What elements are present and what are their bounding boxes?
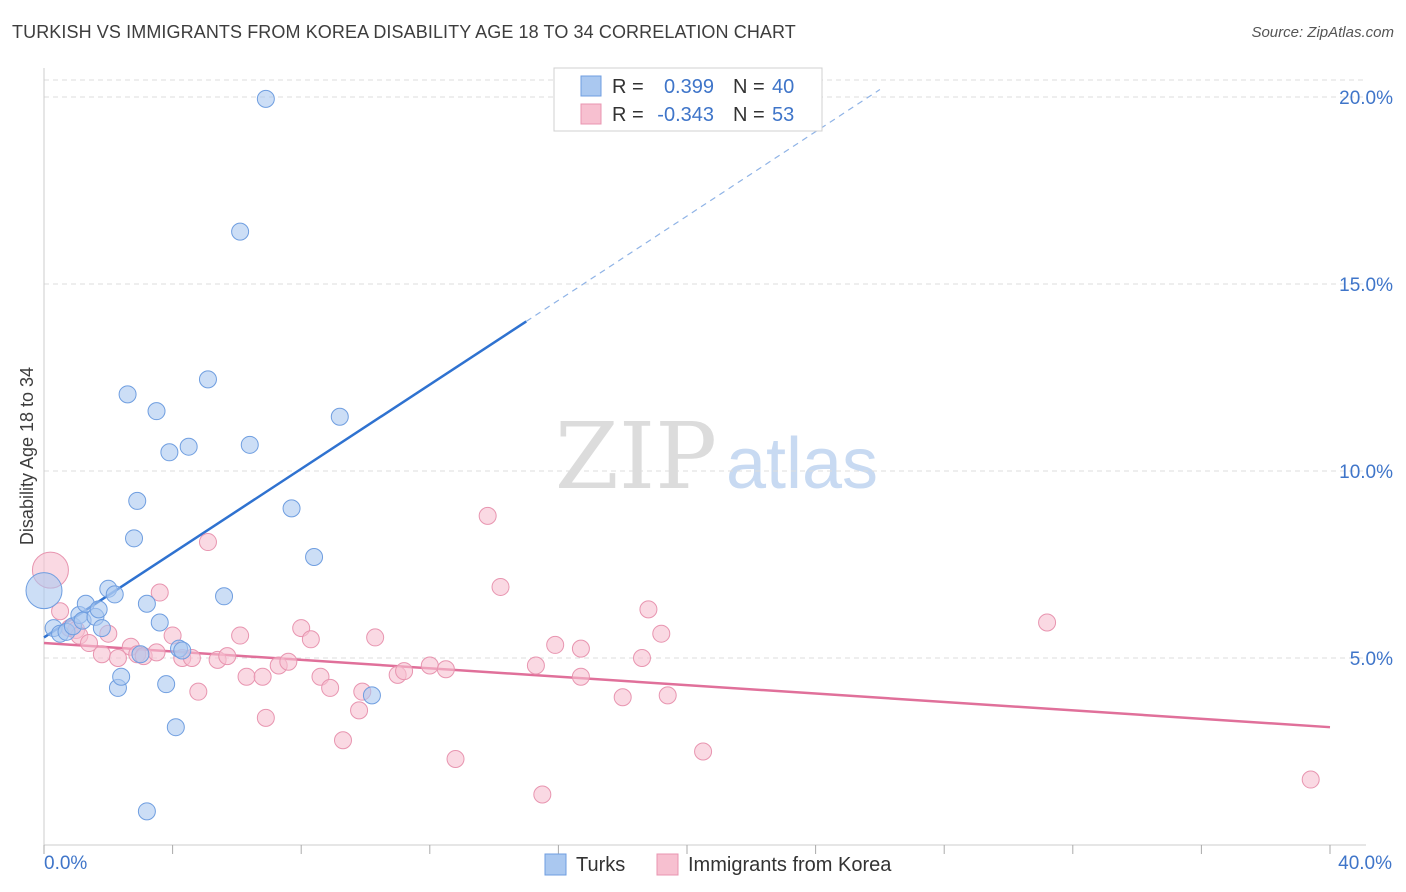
- korea-point: [350, 701, 369, 720]
- series-legend: Turks Immigrants from Korea: [544, 853, 892, 876]
- korea-point: [198, 533, 217, 552]
- turks-point: [157, 675, 176, 694]
- turks-point: [25, 572, 63, 610]
- korea-points: [31, 506, 1320, 804]
- turks-point: [330, 407, 349, 426]
- turks-point: [173, 641, 192, 660]
- gridlines: [44, 79, 1366, 659]
- korea-point: [571, 667, 590, 686]
- turks-point: [231, 222, 250, 241]
- turks-point: [137, 594, 156, 613]
- trendline-korea: [43, 641, 1331, 729]
- turks-point: [89, 600, 108, 619]
- korea-point: [253, 667, 272, 686]
- source-credit: Source: ZipAtlas.com: [1251, 24, 1394, 41]
- bottom-legend-swatch-turks: [544, 853, 567, 876]
- korea-point: [366, 628, 385, 647]
- turks-point: [166, 718, 185, 737]
- x-tick-label-max: 40.0%: [1338, 853, 1392, 874]
- korea-point: [218, 647, 237, 666]
- turks-point: [198, 370, 217, 389]
- turks-point: [128, 491, 147, 510]
- legend-swatch-turks: [580, 75, 602, 97]
- chart-title: TURKISH VS IMMIGRANTS FROM KOREA DISABIL…: [12, 22, 796, 42]
- korea-point: [478, 506, 497, 525]
- korea-point: [279, 652, 298, 671]
- turks-point: [240, 435, 259, 454]
- y-tick-label-20: 20.0%: [1339, 88, 1393, 109]
- korea-point: [694, 742, 713, 761]
- korea-point: [613, 688, 632, 707]
- korea-point: [189, 682, 208, 701]
- korea-point: [658, 686, 677, 705]
- korea-point: [237, 667, 256, 686]
- correlation-legend: R = 0.399 N = 40 R = -0.343 N = 53: [553, 67, 823, 132]
- turks-points: [25, 89, 381, 821]
- korea-point: [533, 785, 552, 804]
- legend-n-value-turks: 40: [772, 76, 794, 98]
- watermark-atlas: atlas: [726, 424, 878, 504]
- korea-point: [491, 577, 510, 596]
- trendline-turks: [43, 320, 527, 639]
- legend-r-value-korea: -0.343: [657, 104, 714, 126]
- turks-point: [362, 686, 381, 705]
- y-axis-label: Disability Age 18 to 34: [17, 367, 37, 545]
- korea-point: [632, 649, 651, 667]
- korea-point: [639, 600, 658, 619]
- legend-r-label-turks: R =: [612, 76, 644, 98]
- legend-n-value-korea: 53: [772, 104, 794, 126]
- turks-point: [305, 548, 324, 567]
- korea-point: [51, 602, 70, 621]
- korea-point: [301, 630, 320, 649]
- korea-point: [652, 624, 671, 643]
- korea-point: [256, 708, 275, 727]
- korea-point: [571, 639, 590, 658]
- bottom-legend-label-turks: Turks: [576, 854, 625, 876]
- turks-point: [215, 587, 234, 606]
- korea-point: [80, 634, 99, 653]
- korea-point: [333, 731, 352, 750]
- turks-point: [147, 402, 166, 421]
- korea-point: [147, 643, 166, 662]
- bottom-legend-label-korea: Immigrants from Korea: [688, 854, 892, 876]
- watermark-zip: ZIP: [555, 403, 717, 510]
- bottom-legend-swatch-korea: [656, 853, 679, 876]
- korea-point: [150, 583, 169, 602]
- legend-n-label-turks: N =: [733, 76, 765, 98]
- turks-point: [256, 89, 275, 108]
- y-tick-label-5: 5.0%: [1350, 649, 1393, 670]
- turks-point: [150, 613, 169, 632]
- axes: [43, 68, 1366, 854]
- korea-point: [92, 645, 111, 664]
- y-tick-label-10: 10.0%: [1339, 462, 1393, 483]
- korea-point: [446, 749, 465, 768]
- turks-point: [137, 802, 156, 821]
- turks-point: [179, 437, 198, 456]
- legend-n-label-korea: N =: [733, 104, 765, 126]
- korea-point: [321, 678, 340, 697]
- korea-point: [436, 660, 455, 679]
- korea-point: [231, 626, 250, 645]
- korea-point: [420, 656, 439, 675]
- korea-point: [108, 649, 127, 667]
- x-tick-label-min: 0.0%: [44, 853, 87, 874]
- turks-point: [92, 619, 111, 638]
- legend-r-label-korea: R =: [612, 104, 644, 126]
- korea-point: [1301, 770, 1320, 789]
- turks-point: [125, 529, 144, 548]
- turks-point: [282, 499, 301, 518]
- korea-point: [1038, 613, 1057, 632]
- korea-point: [395, 662, 414, 681]
- turks-point: [118, 385, 137, 404]
- korea-point: [526, 656, 545, 675]
- korea-point: [546, 635, 565, 654]
- turks-point: [131, 645, 150, 664]
- legend-swatch-korea: [580, 103, 602, 125]
- y-tick-label-15: 15.0%: [1339, 275, 1393, 296]
- turks-point: [105, 585, 124, 604]
- turks-point: [112, 667, 131, 686]
- legend-r-value-turks: 0.399: [664, 76, 714, 98]
- turks-point: [160, 443, 179, 462]
